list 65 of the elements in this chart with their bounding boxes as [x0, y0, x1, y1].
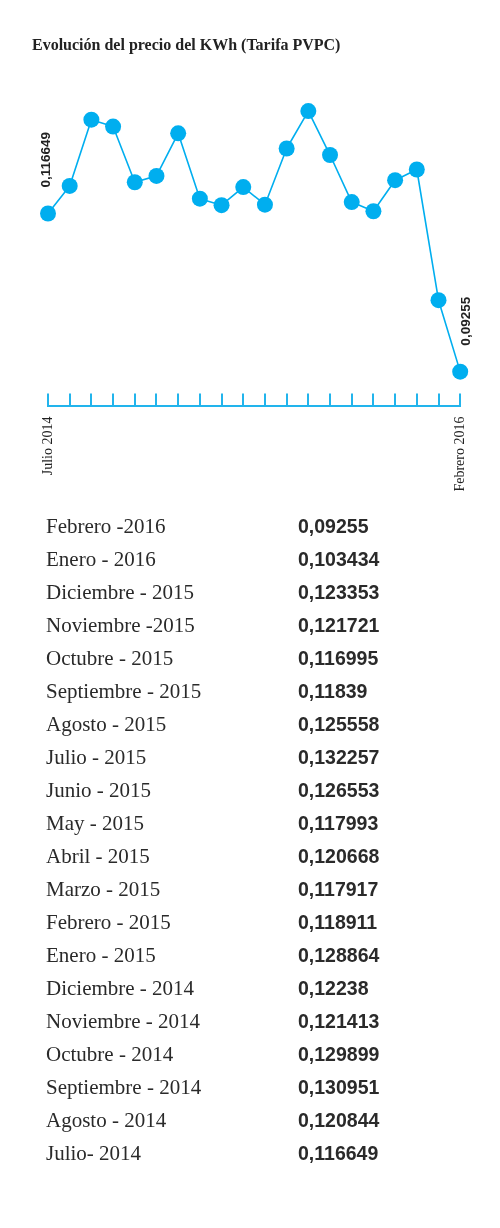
point	[322, 147, 339, 164]
text: 0,116649	[298, 1142, 379, 1164]
point	[343, 194, 360, 211]
text: 0,12238	[298, 977, 369, 999]
point	[126, 174, 143, 191]
text: 0,117917	[298, 878, 379, 900]
point	[148, 167, 165, 184]
category-label: Enero - 2015	[46, 942, 156, 969]
x-tick-label: Febrero 2016	[451, 416, 467, 492]
category-label: Abril - 2015	[46, 843, 150, 870]
data-label: 0,09255	[457, 296, 473, 346]
text: 0,116995	[298, 647, 379, 669]
category-label: Julio - 2015	[46, 744, 147, 771]
point	[83, 111, 100, 128]
text: 0,125558	[298, 713, 380, 735]
category-label: Agosto - 2015	[46, 711, 167, 738]
category-label: Febrero - 2015	[46, 909, 171, 936]
point	[387, 172, 404, 189]
chart-title: Evolución del precio del KWh (Tarifa PVPC)	[32, 35, 341, 54]
point	[105, 118, 122, 135]
point	[213, 197, 230, 214]
text: 0,11839	[298, 680, 368, 702]
text: 0,132257	[298, 746, 380, 768]
text: 0,121721	[298, 614, 380, 636]
text: 0,120668	[298, 845, 380, 867]
category-label: Febrero -2016	[46, 513, 166, 540]
point	[300, 103, 317, 120]
category-label: Septiembre - 2014	[46, 1074, 202, 1101]
point	[170, 125, 187, 142]
x-tick-label: Julio 2014	[39, 416, 55, 476]
text: 0,128864	[298, 944, 380, 966]
text: 0,130951	[298, 1076, 380, 1098]
category-label: Agosto - 2014	[46, 1107, 167, 1134]
point	[430, 292, 447, 309]
point	[278, 140, 295, 157]
category-label: Diciembre - 2014	[46, 975, 195, 1002]
text: 0,120844	[298, 1109, 380, 1131]
text: 0,121413	[298, 1010, 380, 1032]
point	[235, 179, 252, 196]
point	[452, 363, 469, 380]
category-label: Enero - 2016	[46, 546, 156, 573]
category-label: May - 2015	[46, 810, 144, 837]
text: 0,118911	[298, 911, 378, 933]
category-label: Junio - 2015	[46, 777, 151, 804]
text: 0,103434	[298, 548, 380, 570]
text: 0,117993	[298, 812, 379, 834]
text: 0,123353	[298, 581, 380, 603]
text: 0,129899	[298, 1043, 380, 1065]
category-label: Diciembre - 2015	[46, 579, 195, 606]
text: 0,126553	[298, 779, 380, 801]
text: 0,09255	[298, 515, 369, 537]
point	[40, 205, 56, 222]
data-label: 0,116649	[37, 131, 53, 188]
category-label: Octubre - 2015	[46, 645, 174, 672]
category-label: Julio- 2014	[46, 1140, 142, 1167]
point	[256, 196, 273, 213]
point	[408, 161, 425, 178]
category-label: Marzo - 2015	[46, 876, 161, 903]
point	[191, 190, 208, 207]
category-label: Noviembre -2015	[46, 612, 195, 639]
category-label: Octubre - 2014	[46, 1041, 174, 1068]
point	[61, 177, 78, 194]
category-label: Septiembre - 2015	[46, 678, 202, 705]
category-label: Noviembre - 2014	[46, 1008, 200, 1035]
point	[365, 203, 382, 220]
